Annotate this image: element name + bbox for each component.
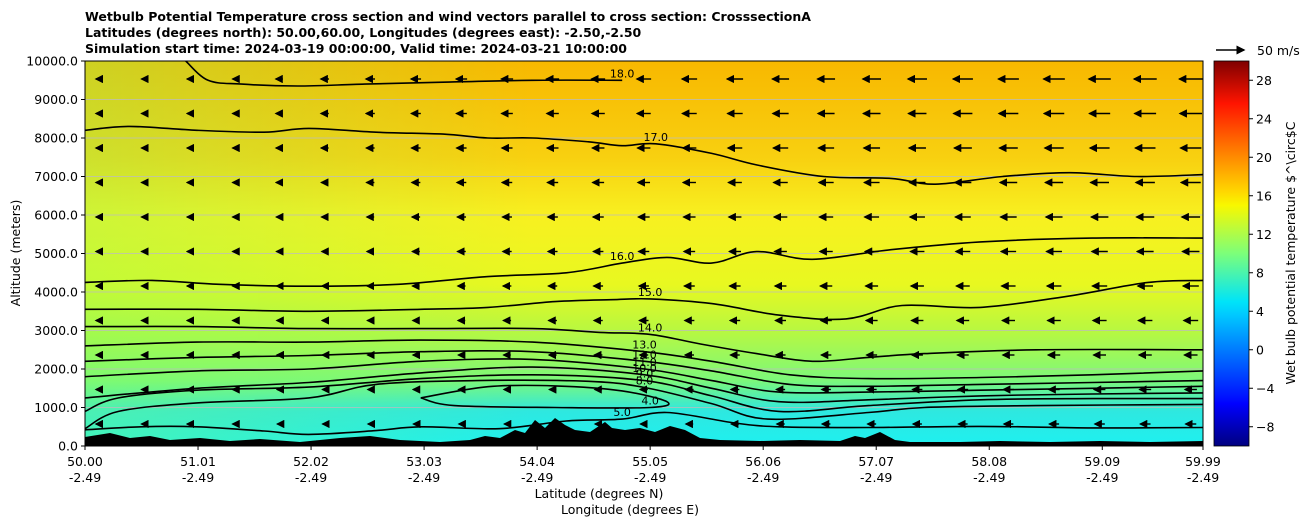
y-tick-label: 5000.0: [34, 246, 78, 261]
contour-label: 16.0: [610, 250, 635, 263]
colorbar-tick-label: 4: [1256, 304, 1264, 319]
y-tick-label: 2000.0: [34, 362, 78, 377]
x-tick-label-latitude: 58.08: [971, 454, 1007, 469]
x-tick-label-latitude: 50.00: [67, 454, 103, 469]
contour-line: [85, 279, 1203, 321]
x-tick-label-longitude: -2.49: [521, 470, 553, 485]
x-axis-ticks: 50.00-2.4951.01-2.4952.02-2.4953.03-2.49…: [67, 446, 1221, 485]
x-tick-label-latitude: 59.99: [1185, 454, 1221, 469]
colorbar-tick-label: 12: [1256, 227, 1272, 242]
x-tick-label-latitude: 59.09: [1084, 454, 1120, 469]
colorbar-tick-label: 8: [1256, 265, 1264, 280]
contour-label: 13.0: [632, 339, 657, 352]
quiver-key: 50 m/s: [1216, 43, 1300, 58]
terrain: [85, 418, 1203, 446]
contour-line: [85, 325, 1203, 363]
colorbar-label: Wet bulb potential temperature $^\circ$C: [1283, 121, 1298, 384]
x-tick-label-longitude: -2.49: [182, 470, 214, 485]
x-tick-label-latitude: 54.04: [519, 454, 555, 469]
y-tick-label: 10000.0: [26, 54, 78, 69]
contour-label: 12.0: [632, 348, 657, 361]
x-tick-label-longitude: -2.49: [408, 470, 440, 485]
colorbar-tick-label: 20: [1256, 150, 1272, 165]
chart-title-line-1: Wetbulb Potential Temperature cross sect…: [85, 9, 811, 24]
contour-line: [85, 237, 1203, 288]
contour-label: 10.0: [632, 362, 657, 375]
y-tick-label: 6000.0: [34, 208, 78, 223]
y-tick-label: 9000.0: [34, 92, 78, 107]
colorbar-ticks: −8 −4 0 4 8 12 16 20 24 28: [1249, 73, 1274, 434]
contour-line: [85, 339, 1203, 380]
x-tick-label-latitude: 51.01: [180, 454, 216, 469]
contour-line: [185, 61, 623, 87]
contour-line: [85, 366, 1203, 404]
contour-label: 18.0: [610, 67, 635, 80]
x-axis-label-longitude: Longitude (degrees E): [561, 502, 699, 517]
contour-line: [85, 350, 1203, 388]
x-tick-label-latitude: 53.03: [406, 454, 442, 469]
colorbar-gradient: [1213, 60, 1250, 447]
contour-lines: [85, 61, 1203, 436]
y-tick-label: 3000.0: [34, 323, 78, 338]
contour-label: 8.0: [636, 374, 654, 387]
x-tick-label-longitude: -2.49: [1086, 470, 1118, 485]
contour-labels: 4.0 5.0 8.09.010.011.012.013.0 14.0 15.0 16.0…: [610, 67, 668, 419]
x-axis-label-latitude: Latitude (degrees N): [535, 486, 664, 501]
y-tick-label: 1000.0: [34, 400, 78, 415]
contour-label: 4.0: [641, 395, 659, 408]
contour-label: 17.0: [644, 131, 669, 144]
x-tick-label-latitude: 52.02: [293, 454, 329, 469]
y-tick-label: 0.0: [58, 439, 78, 454]
chart-title-line-2: Latitudes (degrees north): 50.00,60.00, …: [85, 25, 642, 40]
contour-label: 14.0: [638, 321, 663, 334]
contour-line: [85, 373, 1203, 413]
chart-title-line-3: Simulation start time: 2024-03-19 00:00:…: [85, 41, 627, 56]
x-tick-label-latitude: 56.06: [745, 454, 781, 469]
colorbar-tick-label: 0: [1256, 342, 1264, 357]
x-tick-label-longitude: -2.49: [747, 470, 779, 485]
x-tick-label-longitude: -2.49: [1187, 470, 1219, 485]
wind-vectors: [94, 74, 1203, 429]
x-tick-label-longitude: -2.49: [295, 470, 327, 485]
x-tick-label-latitude: 57.07: [858, 454, 894, 469]
x-tick-label-longitude: -2.49: [69, 470, 101, 485]
contour-line: [85, 411, 1203, 436]
quiver-key-label: 50 m/s: [1257, 43, 1300, 58]
contour-line: [85, 379, 1203, 430]
contour-label: 9.0: [636, 368, 654, 381]
colorbar: −8 −4 0 4 8 12 16 20 24 28 Wet bulb potential tem…: [1213, 60, 1298, 447]
colorbar-tick-label: −8: [1256, 419, 1274, 434]
y-axis-label: Altitude (meters): [8, 200, 23, 307]
colorbar-tick-label: 28: [1256, 73, 1272, 88]
y-tick-label: 4000.0: [34, 285, 78, 300]
contour-line: [85, 125, 1203, 186]
contour-label: 15.0: [638, 286, 663, 299]
y-tick-label: 7000.0: [34, 169, 78, 184]
x-tick-label-longitude: -2.49: [634, 470, 666, 485]
contour-line: [85, 358, 1203, 394]
colorbar-tick-label: 24: [1256, 111, 1272, 126]
x-tick-label-latitude: 55.05: [632, 454, 668, 469]
y-tick-label: 8000.0: [34, 131, 78, 146]
contour-label: 11.0: [632, 356, 657, 369]
colorbar-tick-label: −4: [1256, 381, 1274, 396]
colorbar-tick-label: 16: [1256, 188, 1272, 203]
contour-line: [420, 384, 670, 409]
contour-label: 5.0: [613, 406, 631, 419]
y-axis-ticks: 0.0 1000.0 2000.0 3000.0 4000.0 5000.0 6000.0 7…: [26, 54, 85, 454]
x-tick-label-longitude: -2.49: [860, 470, 892, 485]
x-tick-label-longitude: -2.49: [973, 470, 1005, 485]
